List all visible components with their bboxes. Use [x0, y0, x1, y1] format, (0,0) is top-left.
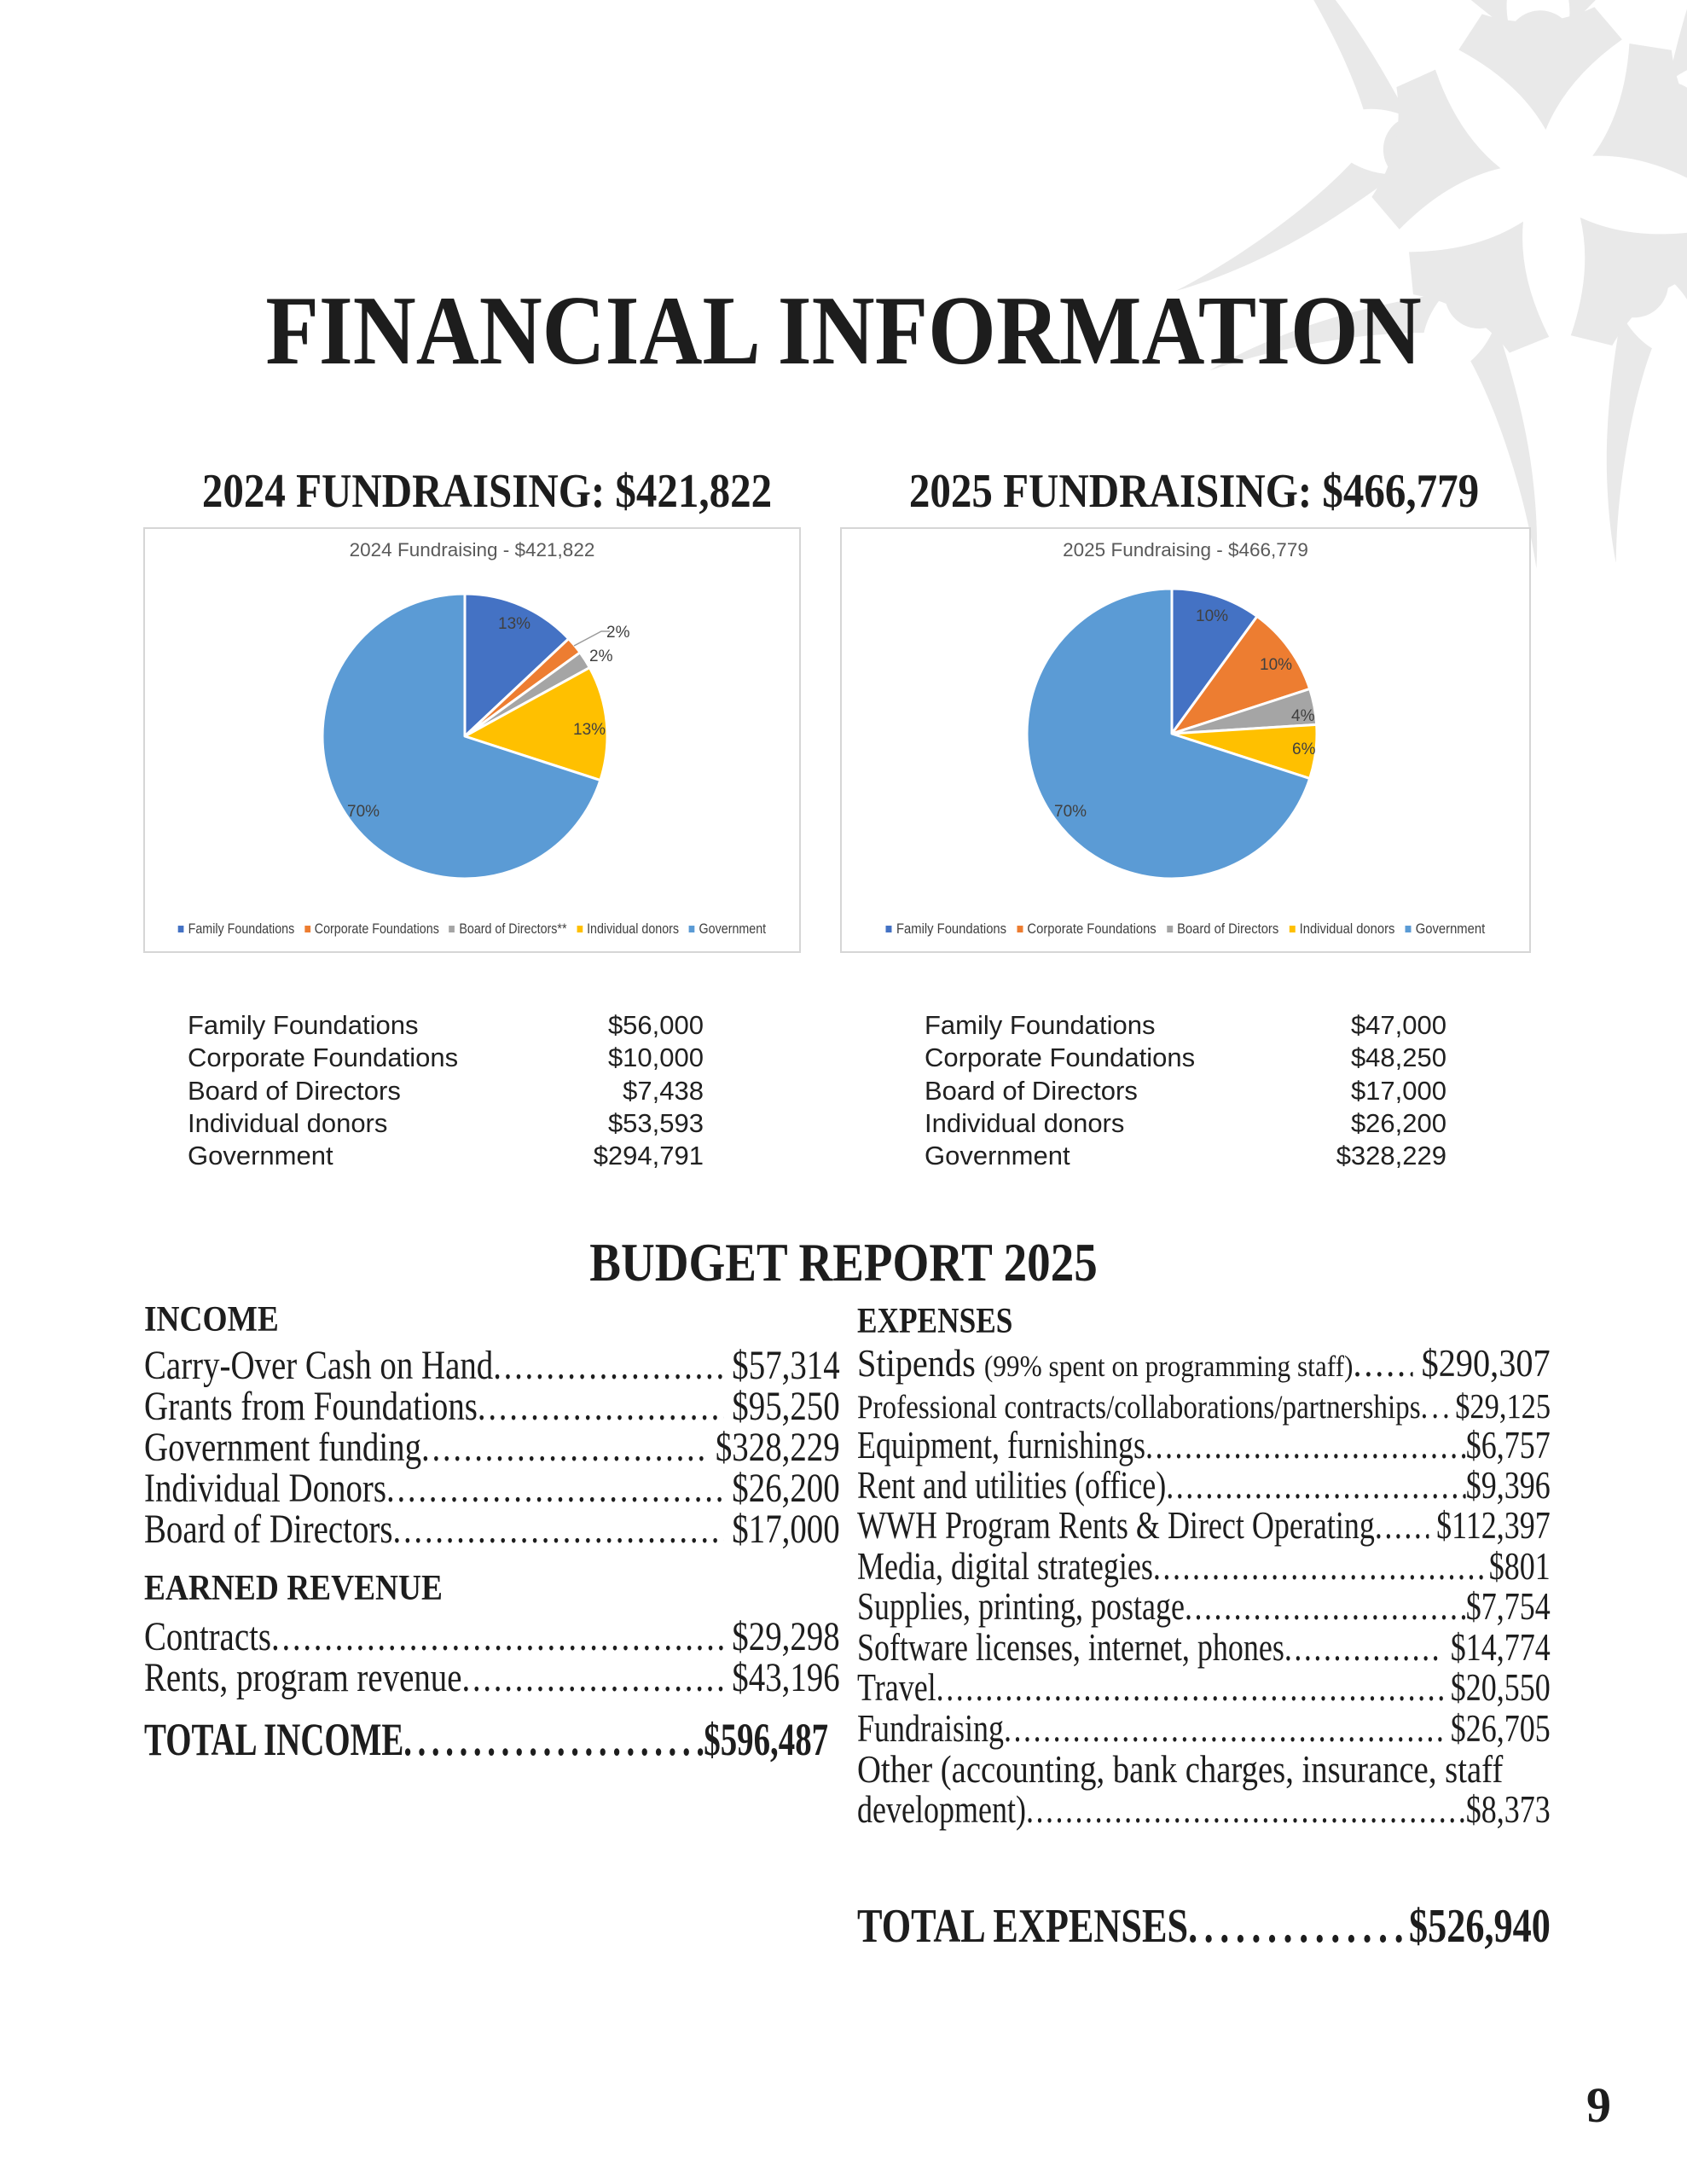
- svg-text:13%: 13%: [573, 721, 606, 739]
- svg-text:13%: 13%: [498, 615, 530, 633]
- svg-text:4%: 4%: [1291, 707, 1315, 725]
- svg-text:10%: 10%: [1260, 656, 1292, 674]
- svg-text:2%: 2%: [589, 648, 613, 665]
- svg-text:6%: 6%: [1292, 741, 1316, 758]
- svg-text:2%: 2%: [606, 624, 630, 642]
- svg-text:70%: 70%: [347, 803, 380, 821]
- svg-text:70%: 70%: [1054, 803, 1087, 821]
- svg-text:10%: 10%: [1196, 607, 1228, 625]
